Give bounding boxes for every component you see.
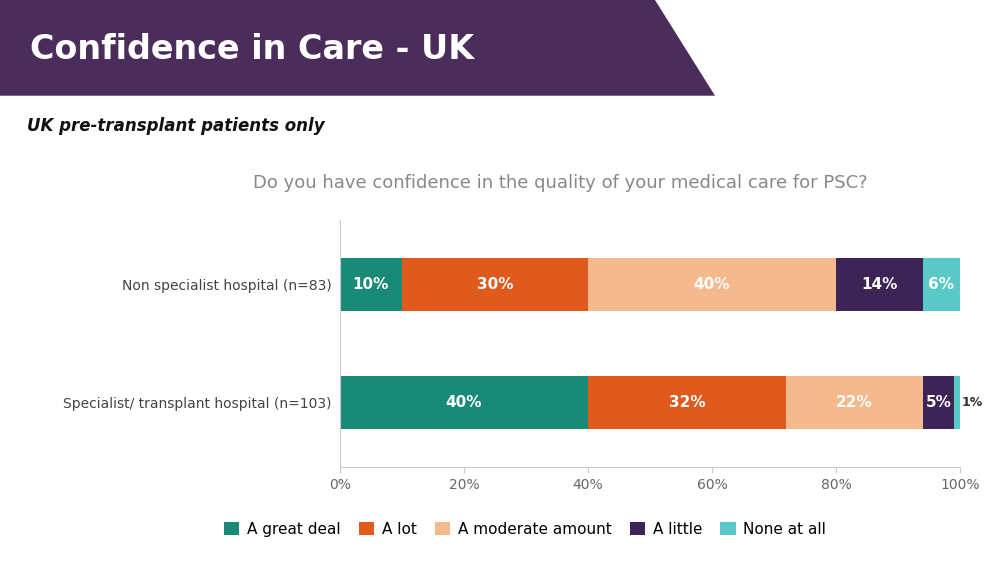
Bar [836,258,923,311]
Legend: A great deal, A lot, A moderate amount, A little, None at all: A great deal, A lot, A moderate amount, … [218,516,832,543]
Bar [954,376,960,429]
Bar [402,258,588,311]
Text: 5%: 5% [925,395,951,410]
Text: 30%: 30% [477,277,513,292]
Bar [588,376,786,429]
Text: Do you have confidence in the quality of your medical care for PSC?: Do you have confidence in the quality of… [253,174,867,192]
Text: 1%: 1% [962,396,983,409]
Bar [588,258,836,311]
Text: 6%: 6% [928,277,954,292]
Text: 40%: 40% [446,395,482,410]
Text: 32%: 32% [669,395,706,410]
Bar [786,376,923,429]
Text: 10%: 10% [353,277,389,292]
Text: 14%: 14% [861,277,898,292]
Text: 22%: 22% [836,395,873,410]
Bar [923,258,960,311]
Polygon shape [0,0,715,96]
Text: Confidence in Care - UK: Confidence in Care - UK [30,33,474,66]
Bar [340,258,402,311]
Bar [340,376,588,429]
Text: 40%: 40% [694,277,730,292]
Text: UK pre-transplant patients only: UK pre-transplant patients only [27,117,325,135]
Bar [923,376,954,429]
